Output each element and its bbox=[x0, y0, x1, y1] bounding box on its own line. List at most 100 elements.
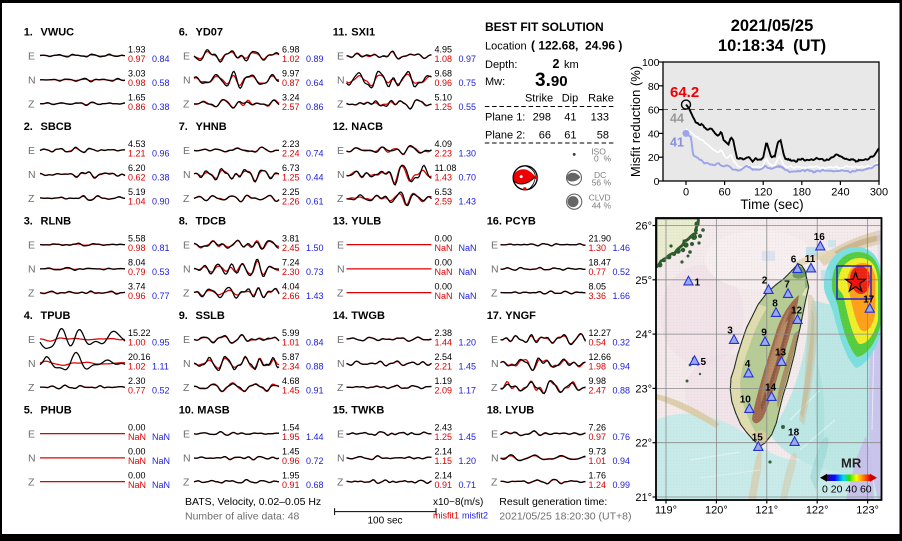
svg-text:10:18:34 (UT): 10:18:34 (UT) bbox=[718, 37, 826, 55]
svg-text:1.02: 1.02 bbox=[282, 54, 300, 64]
svg-text:1.11: 1.11 bbox=[152, 362, 169, 372]
svg-text:2.21: 2.21 bbox=[435, 362, 453, 372]
svg-text:NaN: NaN bbox=[435, 243, 453, 253]
svg-text:4.53: 4.53 bbox=[128, 139, 146, 149]
svg-text:1.46: 1.46 bbox=[613, 243, 631, 253]
svg-text:15.: 15. bbox=[333, 405, 348, 417]
svg-text:240: 240 bbox=[831, 187, 849, 199]
svg-text:DC: DC bbox=[594, 170, 606, 180]
svg-text:2.30: 2.30 bbox=[128, 376, 146, 386]
svg-text:3.24: 3.24 bbox=[282, 92, 300, 102]
svg-text:N: N bbox=[337, 264, 345, 276]
svg-text:41: 41 bbox=[670, 136, 684, 150]
svg-text:0.58: 0.58 bbox=[152, 78, 170, 88]
svg-text:SBCB: SBCB bbox=[41, 121, 72, 133]
svg-text:2.23: 2.23 bbox=[435, 148, 453, 158]
svg-text:80: 80 bbox=[648, 81, 660, 93]
svg-text:2: 2 bbox=[553, 57, 560, 71]
svg-text:123°: 123° bbox=[856, 505, 879, 517]
svg-text:1.45: 1.45 bbox=[459, 432, 477, 442]
svg-text:100 sec: 100 sec bbox=[367, 516, 402, 527]
svg-text:0.97: 0.97 bbox=[459, 54, 477, 64]
svg-text:1.04: 1.04 bbox=[128, 196, 146, 206]
svg-text:Time (sec): Time (sec) bbox=[740, 197, 803, 212]
svg-text:0.52: 0.52 bbox=[613, 267, 631, 277]
svg-text:2.: 2. bbox=[24, 121, 33, 133]
svg-text:0.64: 0.64 bbox=[306, 78, 324, 88]
svg-text:2021/05/25: 2021/05/25 bbox=[731, 17, 814, 35]
svg-text:0.71: 0.71 bbox=[459, 480, 477, 490]
svg-text:E: E bbox=[28, 145, 35, 157]
svg-text:12.: 12. bbox=[333, 121, 348, 133]
svg-text:3.03: 3.03 bbox=[128, 69, 146, 79]
svg-text:60: 60 bbox=[648, 105, 660, 117]
svg-text:9.73: 9.73 bbox=[589, 447, 607, 457]
svg-text:6.20: 6.20 bbox=[128, 163, 146, 173]
svg-text:0.68: 0.68 bbox=[306, 480, 324, 490]
svg-text:300: 300 bbox=[870, 187, 888, 199]
svg-text:TWKB: TWKB bbox=[351, 405, 384, 417]
svg-text:NaN: NaN bbox=[459, 291, 477, 301]
svg-text:0.94: 0.94 bbox=[613, 456, 631, 466]
svg-text:2.54: 2.54 bbox=[435, 352, 453, 362]
svg-text:16.: 16. bbox=[487, 216, 502, 228]
svg-text:1.21: 1.21 bbox=[128, 148, 146, 158]
svg-text:1.66: 1.66 bbox=[613, 291, 631, 301]
svg-text:1.54: 1.54 bbox=[282, 422, 300, 432]
svg-text:9.98: 9.98 bbox=[589, 376, 607, 386]
svg-text:21.90: 21.90 bbox=[589, 233, 612, 243]
svg-text:Plane 1:: Plane 1: bbox=[485, 112, 525, 124]
svg-text:0.86: 0.86 bbox=[128, 102, 146, 112]
svg-text:2.25: 2.25 bbox=[282, 187, 300, 197]
svg-text:Z: Z bbox=[491, 287, 498, 299]
svg-text:( 122.68, 24.96 ): ( 122.68, 24.96 ) bbox=[531, 39, 622, 53]
svg-text:MR: MR bbox=[841, 456, 862, 471]
svg-text:24°: 24° bbox=[635, 329, 652, 341]
svg-text:N: N bbox=[491, 358, 499, 370]
svg-text:1.45: 1.45 bbox=[459, 362, 477, 372]
svg-text:1.45: 1.45 bbox=[282, 447, 300, 457]
svg-text:2.45: 2.45 bbox=[282, 243, 300, 253]
svg-text:0.88: 0.88 bbox=[306, 362, 324, 372]
svg-text:0 %: 0 % bbox=[594, 154, 611, 164]
svg-text:E: E bbox=[491, 239, 498, 251]
svg-text:0.91: 0.91 bbox=[282, 480, 300, 490]
svg-text:7.: 7. bbox=[179, 121, 188, 133]
svg-text:3.90: 3.90 bbox=[535, 70, 568, 91]
svg-text:10: 10 bbox=[740, 395, 752, 406]
svg-text:E: E bbox=[183, 334, 190, 346]
svg-text:0.91: 0.91 bbox=[435, 480, 453, 490]
svg-text:N: N bbox=[491, 264, 499, 276]
svg-text:1.00: 1.00 bbox=[128, 337, 146, 347]
svg-text:0.81: 0.81 bbox=[152, 243, 170, 253]
svg-text:23°: 23° bbox=[635, 383, 652, 395]
svg-text:2.14: 2.14 bbox=[435, 447, 453, 457]
svg-text:0.95: 0.95 bbox=[152, 337, 170, 347]
svg-text:2.57: 2.57 bbox=[282, 102, 300, 112]
svg-text:0.84: 0.84 bbox=[306, 337, 324, 347]
svg-text:TPUB: TPUB bbox=[41, 310, 71, 322]
svg-text:9.68: 9.68 bbox=[435, 69, 453, 79]
svg-text:6.53: 6.53 bbox=[435, 187, 453, 197]
svg-text:BATS, Velocity, 0.02–0.05 Hz: BATS, Velocity, 0.02–0.05 Hz bbox=[185, 496, 321, 508]
svg-text:44 %: 44 % bbox=[592, 200, 612, 210]
svg-text:E: E bbox=[337, 145, 344, 157]
svg-text:7.24: 7.24 bbox=[282, 258, 300, 268]
svg-text:61: 61 bbox=[564, 130, 576, 142]
svg-text:E: E bbox=[183, 145, 190, 157]
svg-text:misfit2: misfit2 bbox=[462, 511, 488, 521]
svg-text:N: N bbox=[183, 75, 191, 87]
svg-text:3.81: 3.81 bbox=[282, 233, 300, 243]
svg-text:0.72: 0.72 bbox=[306, 456, 324, 466]
svg-text:Number of alive data: 48: Number of alive data: 48 bbox=[185, 511, 300, 523]
svg-text:5.: 5. bbox=[24, 405, 33, 417]
svg-text:0.77: 0.77 bbox=[589, 267, 607, 277]
svg-text:10.: 10. bbox=[179, 405, 194, 417]
svg-text:298: 298 bbox=[533, 112, 551, 124]
svg-text:0.00: 0.00 bbox=[128, 470, 146, 480]
svg-text:CLVD: CLVD bbox=[589, 193, 611, 203]
svg-text:20: 20 bbox=[648, 152, 660, 164]
svg-text:2.30: 2.30 bbox=[282, 267, 300, 277]
svg-text:Strike: Strike bbox=[525, 93, 553, 105]
svg-text:2: 2 bbox=[762, 276, 768, 287]
